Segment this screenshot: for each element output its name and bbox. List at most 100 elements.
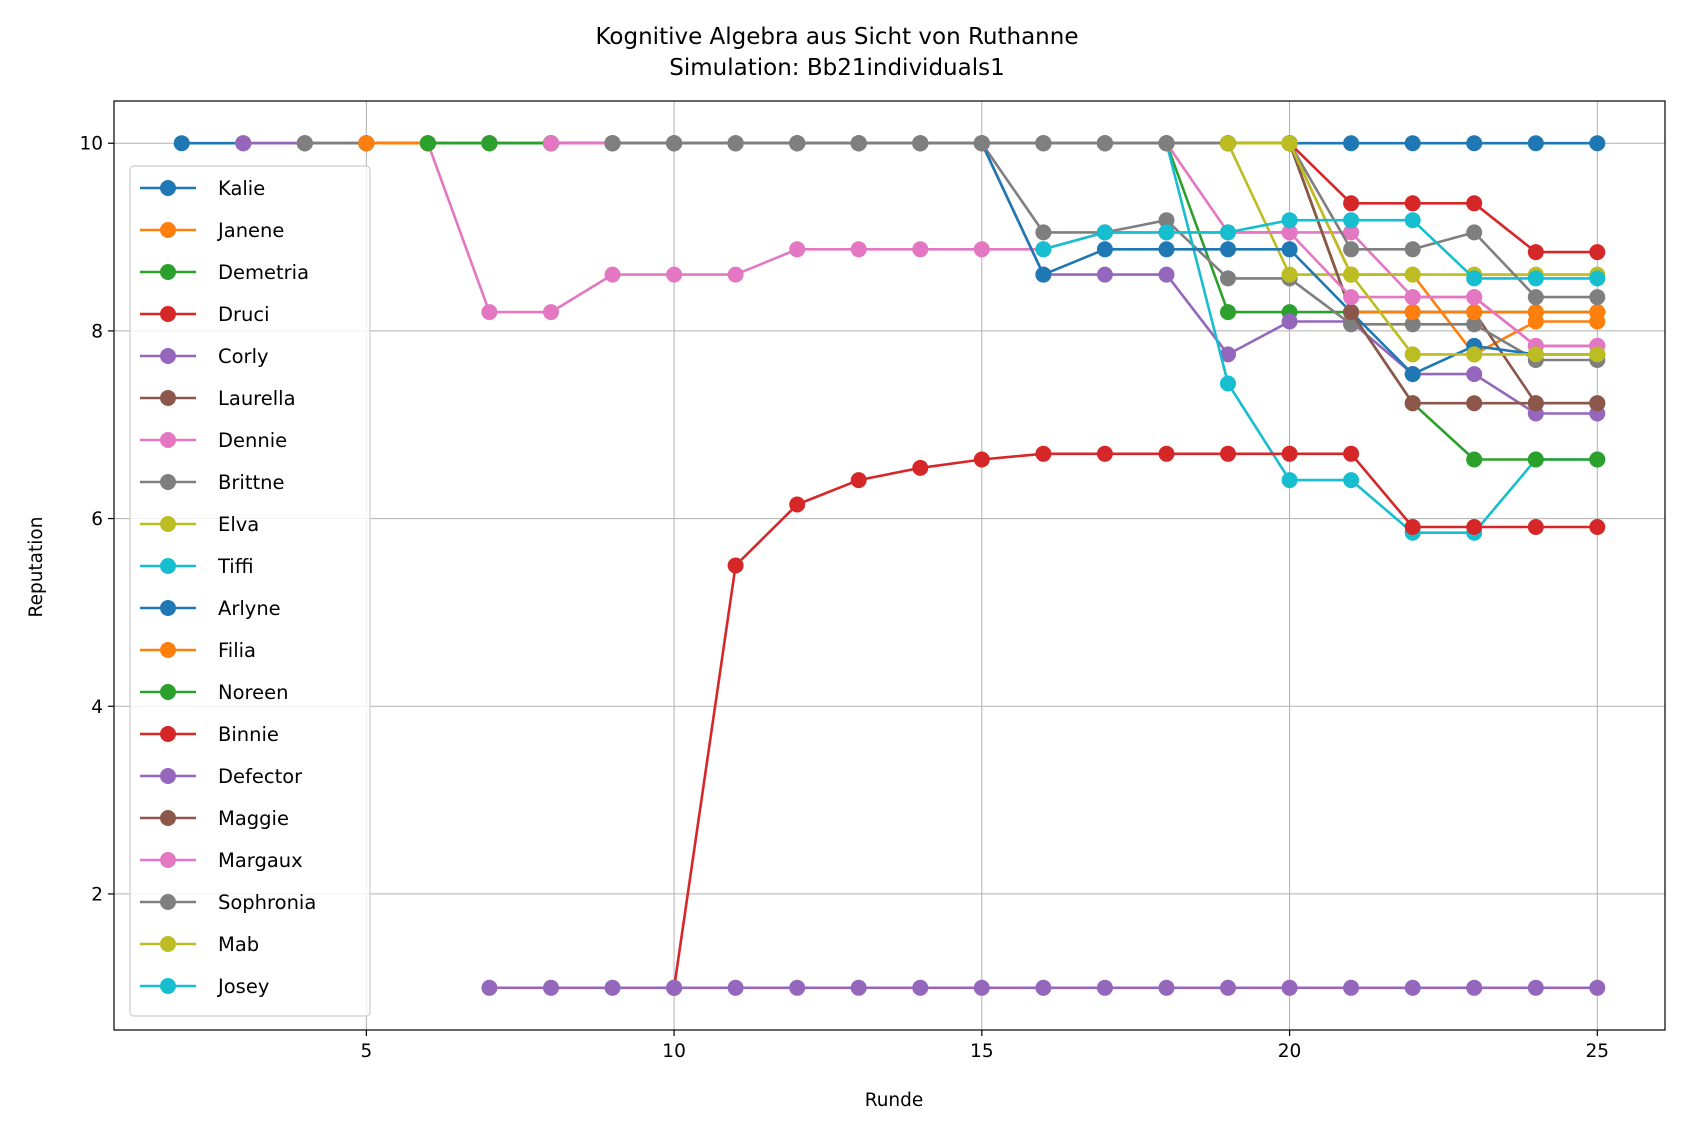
legend-swatch-marker	[160, 474, 176, 490]
legend-box	[129, 165, 371, 1017]
data-point	[1035, 135, 1052, 152]
data-point	[912, 135, 929, 152]
data-point	[1404, 979, 1421, 996]
data-point	[1466, 224, 1483, 241]
series-line	[672, 452, 1598, 988]
x-axis-label: Runde	[865, 1090, 924, 1111]
plot-frame	[113, 100, 1666, 1031]
data-point	[1158, 266, 1175, 283]
data-point	[850, 472, 867, 489]
legend-swatch-marker	[160, 516, 176, 532]
data-point	[1589, 395, 1606, 412]
data-point	[1466, 519, 1483, 535]
data-point	[973, 451, 990, 468]
data-point	[1096, 266, 1113, 283]
legend-item: Laurella	[140, 387, 296, 410]
x-tick-label: 15	[970, 1041, 994, 1062]
data-point	[789, 135, 806, 152]
data-point	[727, 557, 744, 574]
data-point	[1035, 266, 1052, 283]
legend-swatch-marker	[160, 432, 176, 448]
data-point	[1466, 346, 1483, 363]
data-point	[973, 979, 990, 996]
data-point	[727, 135, 744, 152]
data-point	[1404, 316, 1421, 333]
data-point	[1466, 195, 1483, 212]
legend-item: Janene	[140, 219, 284, 242]
legend-item: Tiffi	[140, 555, 254, 578]
data-point	[1220, 375, 1236, 392]
data-point	[1527, 979, 1544, 996]
data-point	[1281, 266, 1298, 283]
data-point	[481, 304, 498, 321]
series-defector	[481, 979, 1606, 996]
data-point	[1281, 241, 1298, 258]
legend-item: Defector	[140, 765, 303, 788]
data-point	[666, 135, 683, 152]
data-point	[1035, 241, 1052, 258]
data-point	[789, 979, 806, 996]
data-point	[1158, 135, 1175, 152]
legend-label: Laurella	[218, 387, 296, 410]
legend-item: Binnie	[140, 723, 279, 746]
legend-label: Janene	[216, 219, 284, 242]
data-point	[1404, 304, 1421, 321]
legend-item: Noreen	[140, 681, 288, 704]
data-point	[912, 459, 929, 476]
data-point	[666, 266, 683, 283]
data-point	[850, 135, 867, 152]
data-point	[1220, 241, 1236, 258]
data-point	[1527, 519, 1544, 535]
legend-label: Tiffi	[217, 555, 254, 578]
data-point	[1220, 346, 1236, 363]
data-point	[1343, 979, 1360, 996]
data-point	[1096, 241, 1113, 258]
legend-swatch-marker	[160, 768, 176, 784]
legend-label: Noreen	[218, 681, 288, 704]
legend-label: Dennie	[218, 429, 287, 452]
legend-swatch-marker	[160, 558, 176, 574]
y-tick-label: 4	[91, 697, 103, 718]
legend-swatch-marker	[160, 810, 176, 826]
data-point	[1343, 472, 1360, 489]
legend-swatch-marker	[160, 348, 176, 364]
y-axis-label: Reputation	[26, 517, 47, 618]
data-point	[1404, 346, 1421, 363]
data-point	[1466, 366, 1483, 383]
y-tick-label: 10	[79, 134, 103, 155]
legend-swatch-marker	[160, 852, 176, 868]
data-point	[419, 135, 436, 152]
legend-item: Elva	[140, 513, 259, 536]
chart-title: Kognitive Algebra aus Sicht von Ruthanne	[596, 24, 1079, 50]
legend-label: Brittne	[218, 471, 284, 494]
legend-label: Demetria	[218, 261, 309, 284]
data-point	[1404, 366, 1421, 383]
legend-swatch-marker	[160, 978, 176, 994]
series-binnie	[666, 445, 1606, 996]
data-point	[1158, 212, 1175, 229]
legend-swatch-marker	[160, 726, 176, 742]
data-point	[1343, 289, 1360, 306]
data-point	[1589, 289, 1606, 306]
legend-item: Arlyne	[140, 597, 281, 620]
data-point	[543, 979, 559, 996]
data-point	[1343, 266, 1360, 283]
data-point	[1589, 270, 1606, 287]
data-point	[1281, 135, 1298, 152]
y-tick-label: 6	[91, 509, 103, 530]
legend-item: Margaux	[140, 849, 303, 872]
data-point	[1404, 266, 1421, 283]
data-point	[543, 304, 559, 321]
data-point	[1158, 241, 1175, 258]
series-mab	[1220, 135, 1606, 363]
data-point	[235, 135, 252, 152]
legend-label: Mab	[218, 933, 259, 956]
legend-swatch-marker	[160, 390, 176, 406]
x-tick-label: 10	[662, 1041, 686, 1062]
data-point	[1343, 224, 1360, 241]
data-point	[1035, 445, 1052, 462]
legend-label: Josey	[216, 975, 269, 998]
x-tick-label: 5	[360, 1041, 372, 1062]
data-point	[1220, 224, 1236, 241]
legend-label: Binnie	[218, 723, 279, 746]
